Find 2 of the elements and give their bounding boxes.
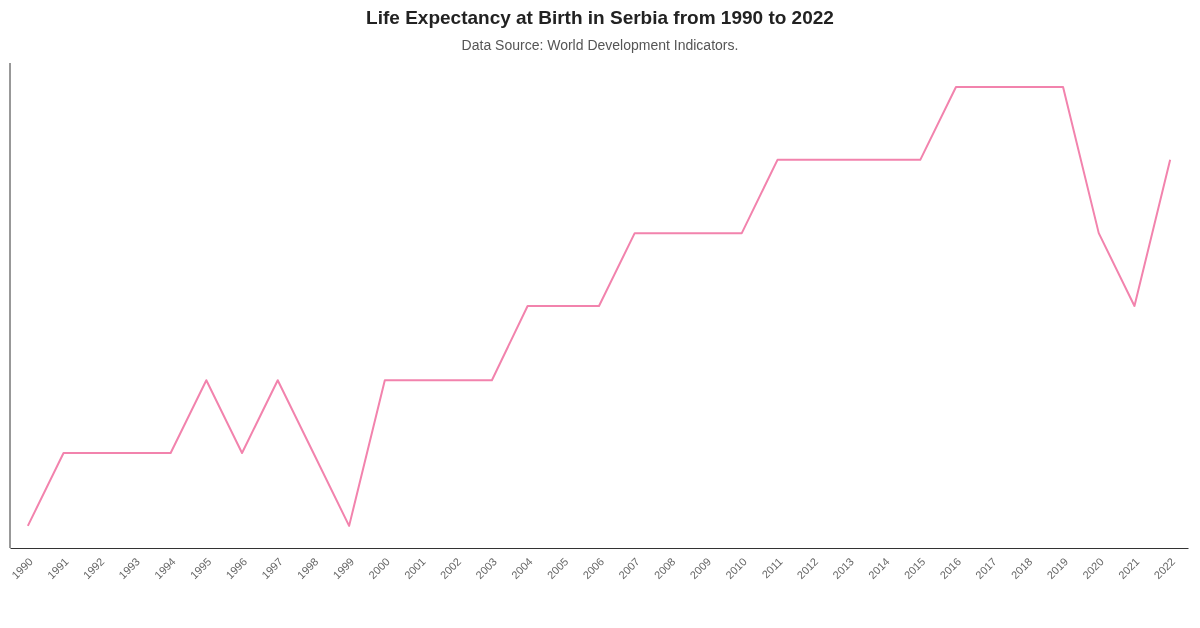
chart-subtitle: Data Source: World Development Indicators. — [461, 37, 739, 53]
chart-title: Life Expectancy at Birth in Serbia from 1990 to 2022 — [366, 7, 834, 28]
